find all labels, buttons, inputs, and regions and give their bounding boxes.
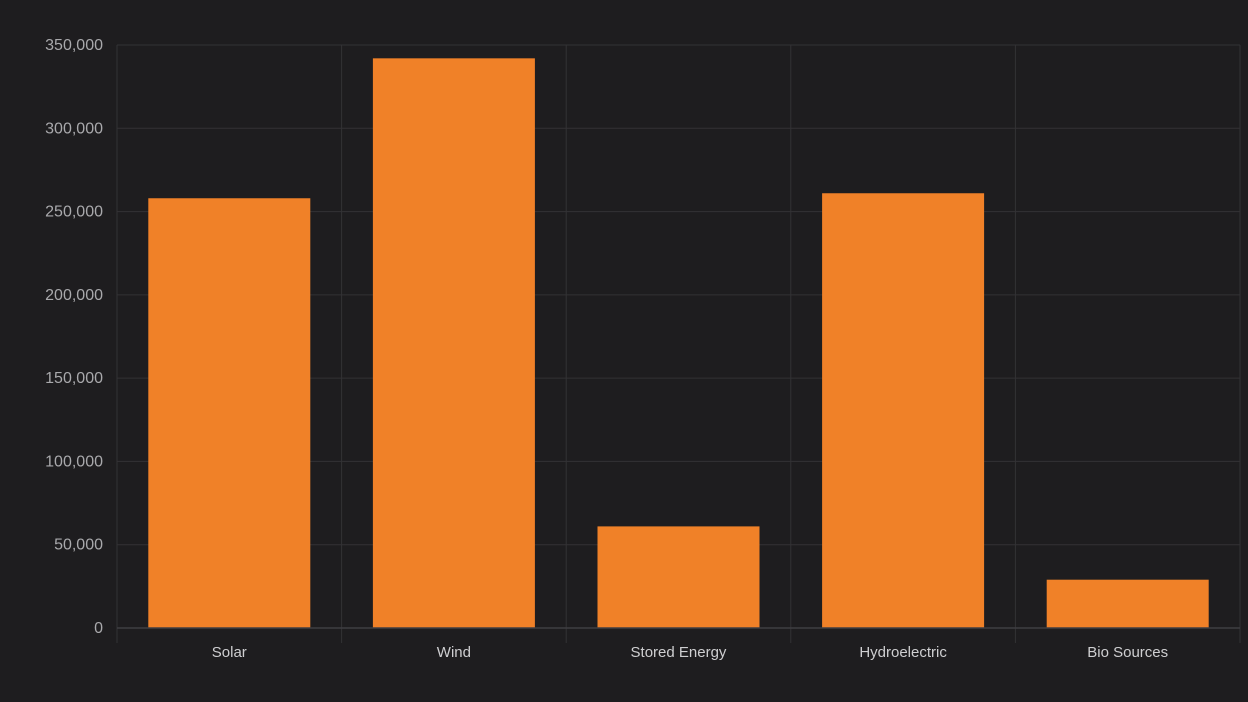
- x-tick-label: Hydroelectric: [859, 644, 947, 661]
- y-tick-label: 150,000: [45, 370, 103, 387]
- y-tick-label: 50,000: [54, 537, 103, 554]
- y-tick-label: 350,000: [45, 37, 103, 54]
- x-tick-label: Stored Energy: [631, 644, 727, 661]
- y-tick-label: 300,000: [45, 120, 103, 137]
- x-tick-label: Solar: [212, 644, 247, 661]
- x-tick-label: Bio Sources: [1087, 644, 1168, 661]
- y-tick-label: 0: [94, 620, 103, 637]
- bars: [148, 58, 1209, 629]
- y-tick-label: 200,000: [45, 287, 103, 304]
- y-tick-label: 250,000: [45, 204, 103, 221]
- bar-hydroelectric: [822, 193, 985, 628]
- y-tick-label: 100,000: [45, 453, 103, 470]
- bar-solar: [148, 198, 311, 628]
- bar-stored-energy: [597, 526, 760, 628]
- bar-bio-sources: [1046, 579, 1209, 628]
- bar-wind: [372, 58, 535, 629]
- x-tick-label: Wind: [437, 644, 471, 661]
- x-tick-labels: Solar Wind Stored Energy Hydroelectric Bio S…: [212, 644, 1168, 661]
- y-tick-labels: 0 50,000 100,000 150,000 200,000 250,000 300,0…: [45, 37, 103, 637]
